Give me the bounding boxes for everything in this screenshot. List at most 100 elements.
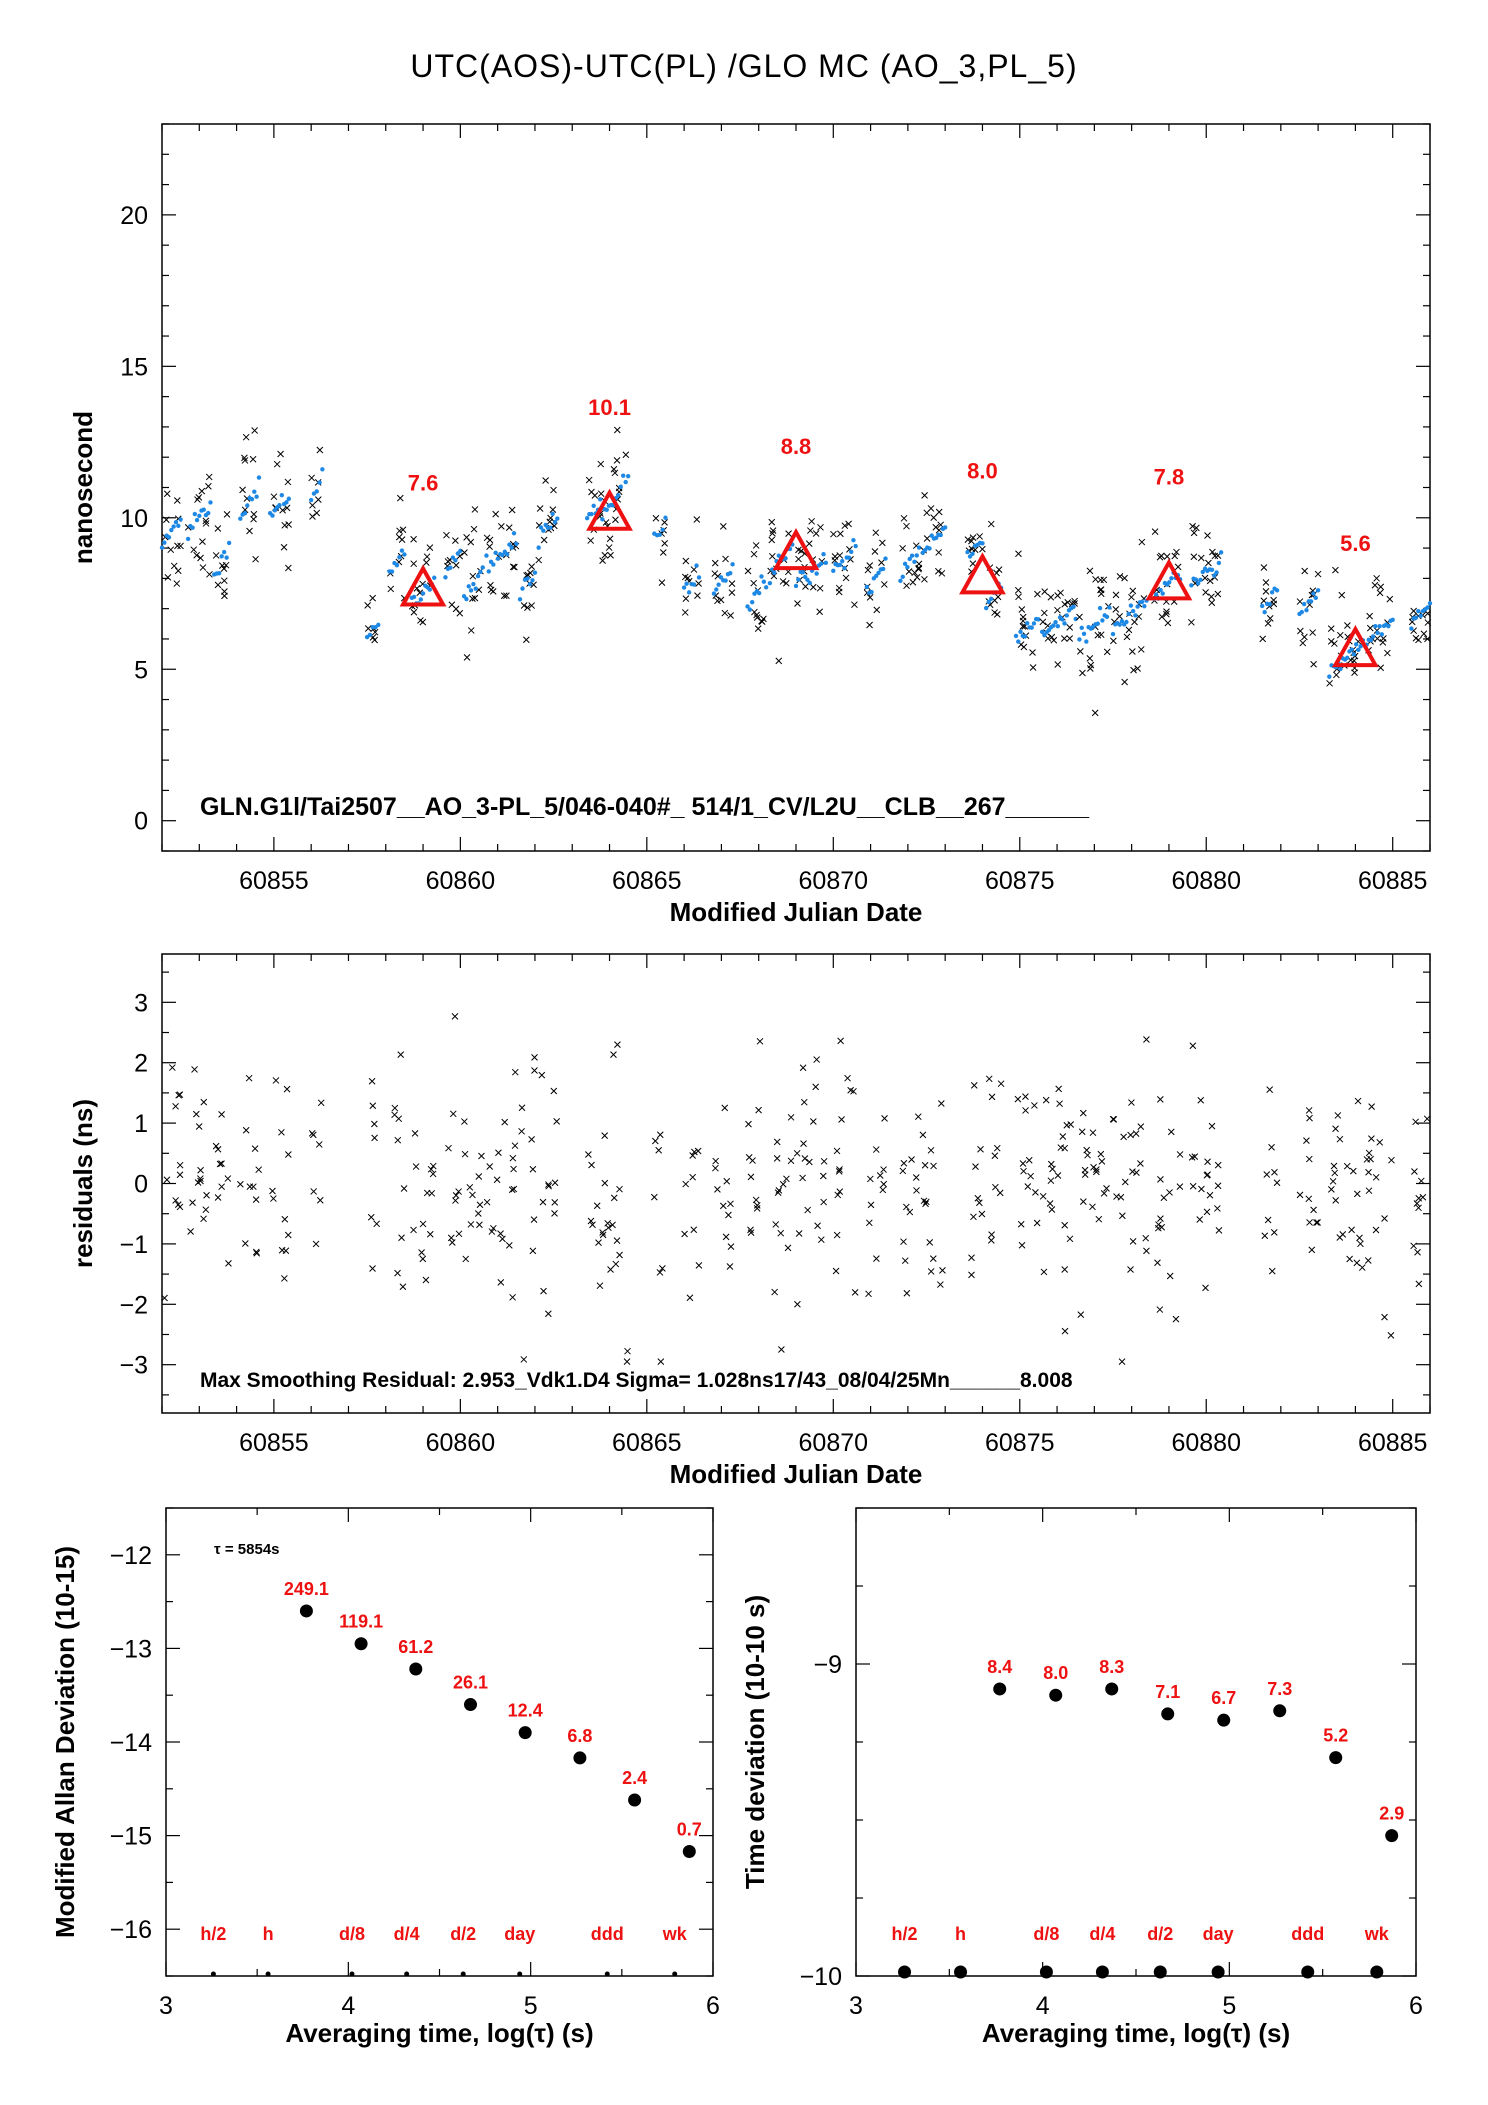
residual-point (284, 1231, 292, 1239)
residuals-caption: Max Smoothing Residual: 2.953_Vdk1.D4 Si… (200, 1369, 1073, 1392)
mdev-point (682, 1845, 696, 1859)
smoothed-point (468, 588, 474, 593)
smoothed-point (458, 548, 463, 554)
smoothed-point (1025, 620, 1030, 626)
raw-point (202, 520, 210, 527)
raw-point (1125, 626, 1133, 634)
residual-point (817, 1236, 825, 1244)
residual-point (283, 1085, 291, 1093)
smoothed-point (616, 493, 621, 498)
residual-point (1118, 1358, 1126, 1366)
residual-point (996, 1189, 1004, 1197)
mdev-point-label: 0.7 (677, 1820, 702, 1840)
smoothed-point (1413, 615, 1419, 620)
smoothed-point (793, 583, 799, 589)
raw-point (1128, 648, 1136, 655)
residual-point (1348, 1226, 1355, 1234)
smoothed-point (527, 581, 533, 587)
raw-point (1094, 631, 1102, 639)
residual-point (721, 1104, 729, 1112)
smoothed-point (511, 531, 517, 536)
residual-point (1353, 1190, 1361, 1198)
smoothed-point (532, 570, 538, 575)
raw-point (905, 568, 913, 575)
smoothed-point (1209, 567, 1215, 573)
residual-point (398, 1234, 405, 1242)
residual-point (187, 1228, 194, 1235)
residual-point (691, 1148, 698, 1156)
raw-point (164, 573, 172, 581)
residual-point (1024, 1183, 1032, 1190)
raw-point (1208, 599, 1216, 607)
raw-point (214, 525, 222, 532)
smoothed-point (480, 565, 485, 570)
smoothed-point (1031, 621, 1037, 626)
residual-point (1077, 1311, 1085, 1318)
smoothed-point (1274, 588, 1280, 593)
residual-point (312, 1240, 320, 1248)
raw-point (1138, 538, 1146, 546)
raw-point (1163, 610, 1170, 618)
tdev-point (1273, 1704, 1287, 1718)
smoothed-point (761, 579, 767, 584)
residual-point (1129, 1168, 1136, 1175)
smoothed-point (176, 523, 181, 529)
raw-point (1100, 576, 1108, 584)
daily-mean-triangle (1332, 624, 1379, 668)
residual-point (530, 1216, 538, 1224)
smoothed-point (1198, 577, 1203, 583)
raw-point (1116, 613, 1123, 620)
timeseries-ytick-label: 10 (120, 505, 148, 533)
raw-point (1097, 586, 1104, 594)
mdev-point-label: 2.4 (622, 1768, 647, 1788)
smoothed-point (728, 570, 733, 576)
smoothed-point (840, 558, 845, 564)
raw-point (585, 476, 593, 484)
residual-point (412, 1163, 420, 1170)
raw-point (313, 509, 321, 517)
smoothed-point (916, 545, 922, 550)
ref-mark-label: d/4 (394, 1924, 420, 1944)
smoothed-point (484, 553, 489, 558)
mdev-ytick-label: −15 (110, 1823, 152, 1851)
smoothed-point (192, 511, 198, 517)
residuals-frame (161, 953, 1431, 1414)
timeseries-ylabel: nanosecond (68, 411, 98, 564)
smoothed-point (914, 553, 919, 558)
raw-point (835, 584, 843, 592)
smoothed-point (171, 524, 176, 529)
mdev-ytick-label: −13 (110, 1635, 152, 1663)
raw-point (659, 549, 667, 556)
raw-point (249, 455, 257, 463)
residual-point (427, 1165, 435, 1173)
residual-point (1033, 1219, 1041, 1227)
residual-point (880, 1180, 888, 1188)
mdev-point (463, 1698, 477, 1712)
residual-point (832, 1267, 840, 1275)
smoothed-point (1356, 647, 1361, 653)
ref-mark-label: d/4 (1089, 1924, 1115, 1944)
smoothed-point (1158, 587, 1163, 593)
raw-point (1112, 605, 1120, 613)
raw-point (511, 563, 518, 571)
residual-point (906, 1208, 914, 1216)
residual-point (1121, 1178, 1129, 1186)
smoothed-point (1095, 621, 1100, 626)
raw-point (174, 542, 181, 550)
residual-point (838, 1116, 845, 1123)
smoothed-point (208, 500, 213, 505)
smoothed-point (242, 510, 248, 516)
smoothed-point (831, 568, 836, 574)
residual-point (988, 1093, 996, 1101)
smoothed-point (1301, 601, 1307, 607)
residual-point (394, 1136, 402, 1144)
smoothed-point (1216, 560, 1222, 566)
residual-point (371, 1134, 378, 1142)
tdev-point-label: 7.3 (1267, 1679, 1292, 1699)
raw-point (170, 562, 178, 570)
ref-mark-dot (210, 1971, 216, 1977)
smoothed-point (942, 525, 948, 530)
raw-point (1193, 524, 1200, 532)
smoothed-point (589, 511, 594, 517)
smoothed-point (1308, 599, 1314, 604)
